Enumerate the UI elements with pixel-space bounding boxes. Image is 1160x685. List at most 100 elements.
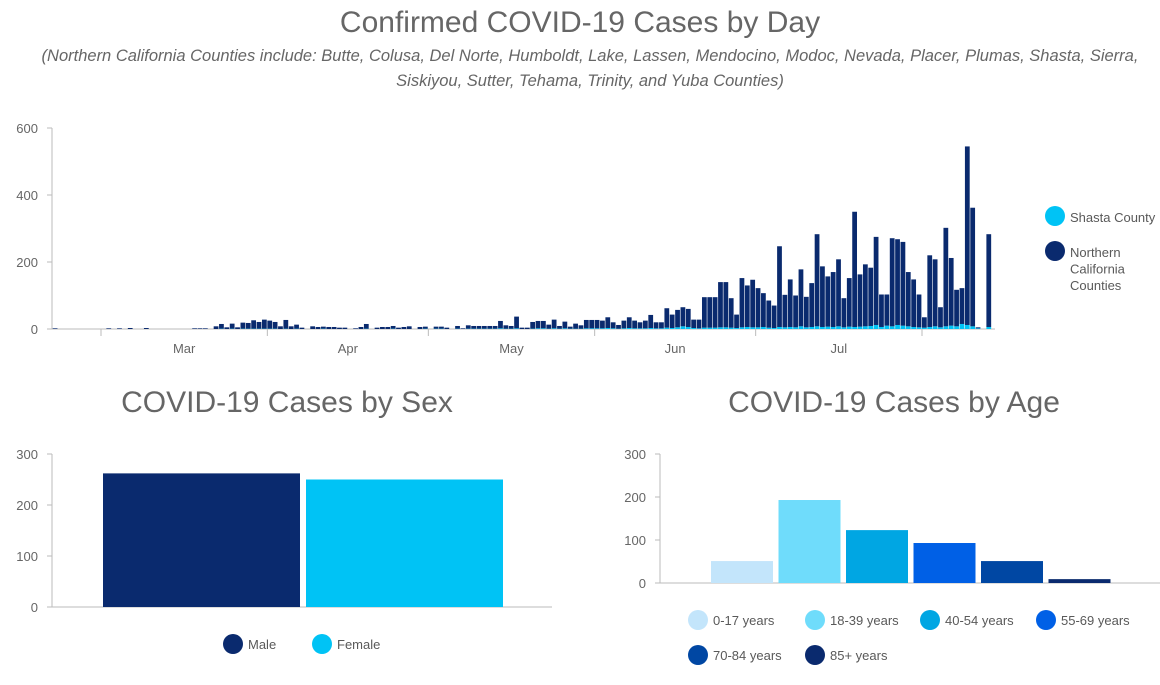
- bar-shasta-county: [809, 326, 815, 329]
- bar-northern-california: [583, 319, 589, 329]
- bar-northern-california: [895, 239, 900, 325]
- y-tick-label: 300: [16, 447, 38, 462]
- bar-shasta-county: [927, 326, 933, 329]
- bar-northern-california: [117, 328, 122, 329]
- bar-northern-california: [331, 326, 337, 329]
- x-tick-label: May: [499, 341, 524, 356]
- bar-northern-california: [600, 320, 605, 329]
- x-tick-label: Apr: [338, 341, 359, 356]
- bar-northern-california: [578, 325, 584, 329]
- bar-northern-california: [889, 238, 895, 327]
- bar-northern-california: [106, 328, 112, 329]
- x-tick-label: Mar: [173, 341, 196, 356]
- bar-northern-california: [562, 321, 568, 329]
- bar-northern-california: [315, 326, 321, 329]
- bar-northern-california: [916, 294, 922, 328]
- bar-northern-california: [460, 328, 466, 329]
- bar-northern-california: [219, 323, 224, 329]
- bar-northern-california: [798, 269, 804, 327]
- bar-shasta-county: [718, 327, 723, 329]
- bar-northern-california: [535, 320, 541, 329]
- bar-northern-california: [283, 319, 289, 329]
- bar-northern-california: [685, 308, 691, 327]
- bar-northern-california: [401, 326, 407, 329]
- bar-shasta-county: [766, 327, 772, 329]
- bar-northern-california: [862, 264, 868, 327]
- bar-shasta-county: [932, 326, 938, 329]
- legend-swatch: [920, 610, 940, 630]
- bar-northern-california: [830, 272, 836, 327]
- bar-northern-california: [975, 327, 981, 329]
- bar-shasta-county: [836, 326, 841, 329]
- bar-northern-california: [390, 325, 396, 329]
- bar-shasta-county: [814, 326, 820, 329]
- bar-northern-california: [761, 293, 766, 327]
- bar-shasta-county: [744, 326, 750, 329]
- legend-label: 18-39 years: [830, 613, 899, 628]
- age-chart-title: COVID-19 Cases by Age: [728, 386, 1060, 419]
- bar-shasta-county: [675, 327, 680, 329]
- bar-northern-california: [261, 319, 267, 329]
- bar-northern-california: [299, 327, 305, 329]
- bar-northern-california: [938, 307, 943, 328]
- bar-shasta-county: [707, 327, 713, 329]
- bar-northern-california: [422, 326, 428, 329]
- bar-northern-california: [820, 266, 825, 327]
- bar-northern-california: [439, 326, 444, 329]
- bar-northern-california: [637, 322, 643, 329]
- bar-northern-california: [675, 309, 680, 328]
- legend-label: 0-17 years: [713, 613, 775, 628]
- bar-northern-california: [514, 316, 519, 329]
- bar-northern-california: [337, 327, 342, 329]
- bar-0-17-years: [711, 561, 773, 583]
- bar-shasta-county: [739, 327, 745, 329]
- bar-northern-california: [321, 326, 326, 329]
- bar-northern-california: [621, 320, 627, 329]
- bar-northern-california: [498, 320, 503, 329]
- bar-northern-california: [476, 325, 482, 329]
- bar-northern-california: [256, 321, 262, 329]
- y-tick-label: 100: [16, 549, 38, 564]
- bar-shasta-county: [712, 327, 718, 329]
- bar-northern-california: [669, 314, 675, 328]
- bar-northern-california: [814, 234, 820, 327]
- legend-label: Male: [248, 637, 276, 652]
- y-tick-label: 0: [31, 600, 38, 615]
- bar-shasta-county: [498, 328, 503, 329]
- bar-northern-california: [986, 234, 992, 327]
- bar-northern-california: [879, 294, 884, 327]
- bar-northern-california: [396, 327, 401, 329]
- bar-northern-california: [245, 322, 251, 329]
- bar-northern-california: [653, 322, 659, 329]
- bar-northern-california: [406, 326, 412, 329]
- bar-shasta-county: [852, 326, 858, 329]
- bar-northern-california: [755, 288, 761, 328]
- bar-northern-california: [363, 323, 369, 329]
- bar-northern-california: [734, 314, 739, 328]
- bar-northern-california: [589, 319, 595, 329]
- bar-northern-california: [224, 327, 230, 329]
- bar-northern-california: [551, 319, 557, 329]
- bar-shasta-county: [605, 327, 611, 329]
- bar-northern-california: [744, 285, 750, 327]
- bar-northern-california: [610, 322, 616, 329]
- bar-shasta-county: [873, 324, 879, 329]
- bar-northern-california: [841, 298, 847, 328]
- bar-shasta-county: [820, 326, 825, 329]
- bar-shasta-county: [728, 327, 734, 329]
- bar-northern-california: [52, 328, 58, 329]
- bar-northern-california: [718, 282, 723, 328]
- bar-northern-california: [594, 319, 600, 329]
- bar-northern-california: [632, 320, 637, 329]
- legend-label-shasta-county: Shasta County: [1070, 210, 1156, 225]
- bar-female: [306, 479, 503, 607]
- legend-label: 70-84 years: [713, 648, 782, 663]
- daily-chart-title: Confirmed COVID-19 Cases by Day: [339, 6, 821, 39]
- bar-northern-california: [846, 278, 852, 327]
- bar-85-years: [1048, 579, 1111, 583]
- bar-shasta-county: [535, 328, 541, 329]
- legend-label-northern-california: Northern: [1070, 245, 1121, 260]
- bar-shasta-county: [970, 326, 976, 329]
- bar-northern-california: [519, 327, 525, 329]
- bar-northern-california: [573, 323, 578, 329]
